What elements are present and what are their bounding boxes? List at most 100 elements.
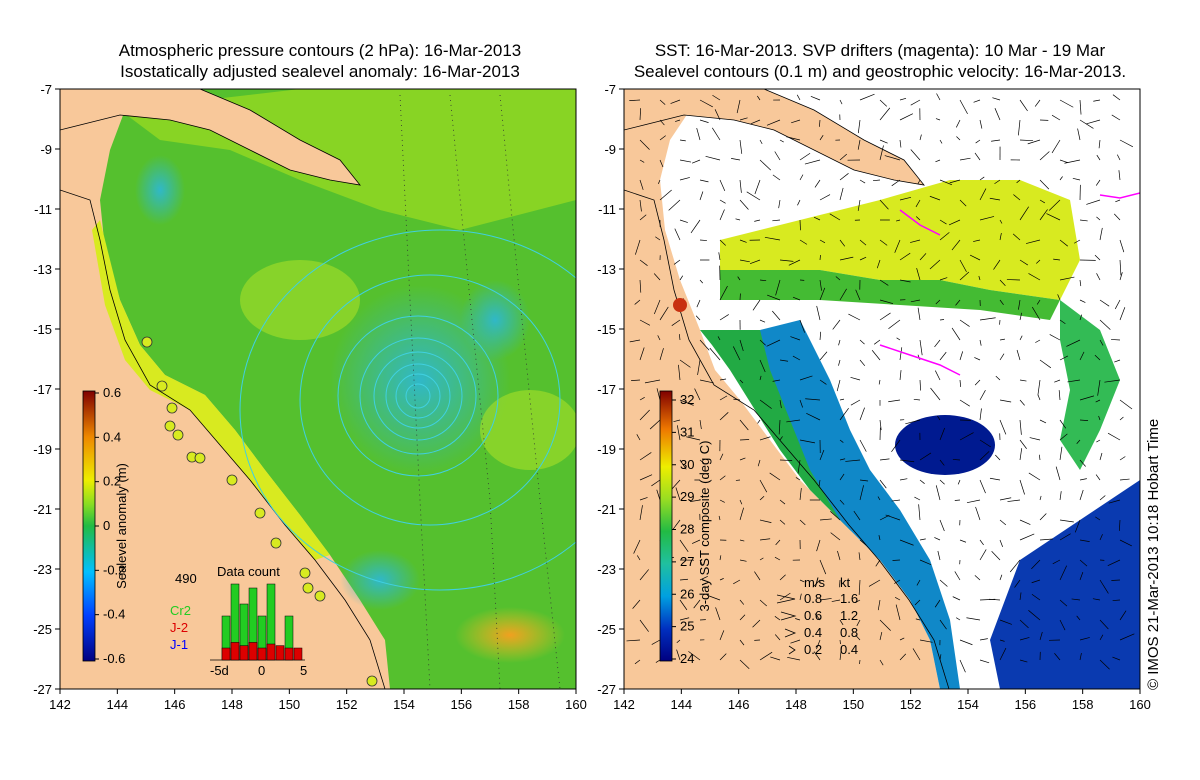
velocity-arrow (999, 353, 1005, 361)
velocity-arrow (919, 134, 922, 141)
velocity-arrow (739, 659, 750, 670)
velocity-arrow (759, 375, 762, 381)
velocity-arrow (1018, 119, 1021, 136)
velocity-arrow (939, 479, 945, 485)
x-tick-label: 152 (336, 697, 358, 712)
colorbar-tick-label: 30 (680, 457, 694, 472)
velocity-arrow (1066, 339, 1081, 347)
velocity-arrow (1028, 472, 1041, 481)
velocity-arrow (629, 99, 641, 101)
velocity-arrow (979, 638, 988, 641)
velocity-arrow (1098, 415, 1101, 421)
velocity-arrow (1019, 659, 1028, 663)
velocity-arrow (858, 579, 861, 595)
left-title-line2: Isostatically adjusted sealevel anomaly:… (120, 62, 520, 81)
velocity-arrow (736, 99, 741, 114)
velocity-arrow (1079, 119, 1094, 129)
velocity-arrow (1119, 519, 1121, 531)
queensland-coast (60, 189, 386, 689)
y-tick-label: -15 (597, 322, 616, 337)
x-tick-label: 156 (450, 697, 472, 712)
velocity-arrow (797, 199, 801, 206)
velocity-arrow (979, 216, 995, 221)
velocity-arrow (1039, 419, 1047, 424)
velocity-arrow (955, 299, 961, 306)
velocity-arrow (939, 519, 945, 532)
x-tick-label: 148 (221, 697, 243, 712)
velocity-arrow (831, 599, 841, 602)
velocity-arrow (639, 474, 653, 481)
velocity-arrow (659, 189, 672, 201)
velocity-arrow (868, 579, 881, 587)
x-tick-label: 158 (1072, 697, 1094, 712)
velocity-arrow (999, 233, 1002, 241)
velocity-arrow (1039, 454, 1041, 461)
velocity-arrow (799, 152, 811, 161)
velocity-arrow (979, 408, 982, 421)
velocity-arrow (1119, 456, 1126, 461)
velocity-arrow (1059, 433, 1068, 441)
velocity-arrow (839, 579, 841, 588)
colorbar-tick-label: 29 (680, 489, 694, 504)
velocity-arrow (695, 315, 701, 321)
velocity-arrow (719, 199, 726, 204)
velocity-arrow (779, 259, 794, 262)
velocity-arrow (1111, 114, 1121, 121)
velocity-arrow (935, 299, 941, 305)
velocity-arrow (1019, 519, 1031, 525)
velocity-arrow (957, 479, 961, 485)
velocity-arrow (690, 219, 701, 234)
velocity-arrow (989, 477, 1001, 481)
left-title-line1: Atmospheric pressure contours (2 hPa): 1… (118, 41, 522, 60)
velocity-arrow (905, 419, 921, 425)
velocity-arrow (918, 504, 921, 521)
velocity-arrow (674, 228, 681, 241)
velocity-arrow (766, 119, 781, 126)
velocity-arrow (930, 387, 941, 401)
velocity-arrow (676, 639, 681, 644)
velocity-arrow (1119, 272, 1123, 281)
velocity-arrow (816, 305, 821, 321)
eddy-blob (340, 550, 420, 610)
velocity-arrow (806, 413, 821, 421)
velocity-arrow (910, 299, 921, 303)
velocity-arrow (871, 350, 881, 361)
velocity-arrow (1039, 513, 1047, 521)
velocity-arrow (779, 399, 782, 409)
velocity-arrow (1079, 279, 1082, 287)
velocity-arrow (1019, 206, 1029, 221)
velocity-arrow (879, 199, 889, 210)
velocity-arrow (916, 268, 921, 281)
velocity-arrow (1119, 399, 1133, 410)
velocity-arrow (775, 279, 781, 296)
x-tick-label: 144 (106, 697, 128, 712)
velocity-arrow (739, 559, 747, 562)
velocity-arrow (1119, 539, 1132, 547)
cold-patch (895, 415, 995, 475)
velocity-arrow (1059, 533, 1071, 541)
velocity-arrow (1115, 199, 1121, 203)
sst-southeast-cold (990, 480, 1140, 689)
velocity-arrow (733, 398, 741, 401)
velocity-arrow (644, 379, 661, 384)
velocity-arrow (799, 375, 813, 381)
velocity-arrow (699, 339, 710, 351)
velocity-arrow (939, 179, 953, 186)
velocity-arrow (1119, 633, 1135, 641)
data-count-x-mid: 0 (258, 663, 265, 678)
velocity-arrow (792, 296, 801, 301)
velocity-arrow (939, 459, 945, 466)
velocity-arrow (819, 351, 828, 361)
velocity-arrow (919, 253, 927, 261)
left-axis-ticks: 142 144 146 148 150 152 154 156 158 160 -7 -9 -11 -13… (33, 82, 587, 712)
velocity-arrow (1039, 151, 1050, 161)
velocity-arrow (686, 436, 701, 441)
velocity-arrow (859, 407, 865, 421)
velocity-arrow (694, 388, 701, 401)
velocity-arrow (790, 336, 801, 341)
j2-bar (239, 645, 249, 661)
velocity-arrow (679, 334, 681, 341)
x-tick-label: 150 (278, 697, 300, 712)
velocity-arrow (995, 375, 1001, 381)
velocity-arrow (1112, 656, 1121, 661)
